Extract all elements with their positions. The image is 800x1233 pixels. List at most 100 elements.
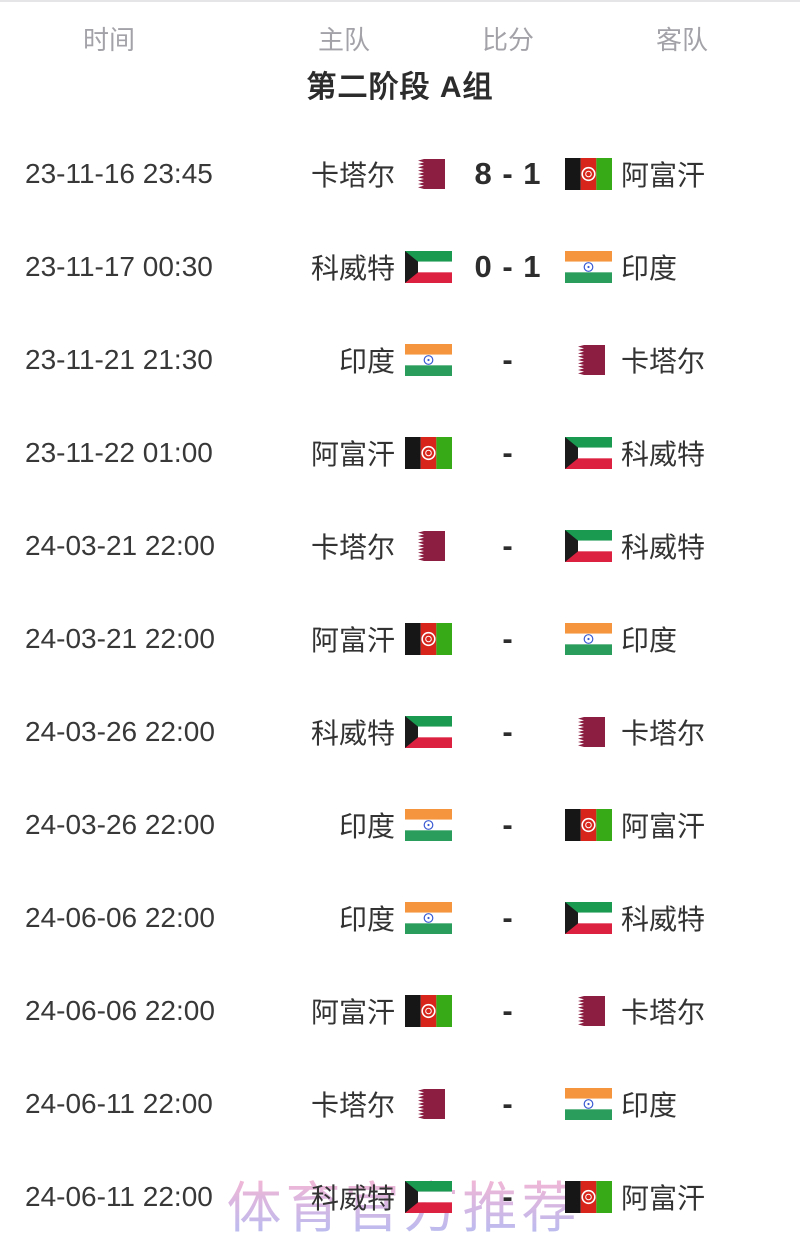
- home-team-cell: 阿富汗: [252, 991, 452, 1031]
- home-team-cell: 阿富汗: [252, 433, 452, 473]
- away-team-cell: 阿富汗: [564, 1177, 800, 1217]
- match-row[interactable]: 23-11-17 00:30 科威特 0 - 1 印度: [0, 220, 800, 313]
- top-divider: [0, 0, 800, 2]
- away-team-cell: 科威特: [564, 526, 800, 566]
- match-row[interactable]: 23-11-16 23:45 卡塔尔 8 - 1 阿富汗: [0, 127, 800, 220]
- match-time: 23-11-17 00:30: [25, 250, 213, 282]
- home-team-name: 阿富汗: [310, 438, 395, 470]
- afghanistan-flag-icon: [564, 1180, 612, 1213]
- qatar-flag-icon: [404, 158, 452, 189]
- away-team-cell: 卡塔尔: [564, 340, 800, 380]
- match-time: 24-03-21 22:00: [25, 529, 215, 561]
- away-team-name: 阿富汗: [621, 1182, 706, 1214]
- away-team-name: 印度: [621, 624, 678, 656]
- away-team-name: 科威特: [621, 438, 706, 470]
- match-row[interactable]: 24-03-26 22:00 印度 - 阿富汗: [0, 778, 800, 871]
- home-team-cell: 卡塔尔: [252, 154, 452, 194]
- column-header-score: 比分: [481, 24, 534, 55]
- afghanistan-flag-icon: [564, 808, 612, 841]
- match-score: -: [502, 713, 514, 749]
- home-team-name: 阿富汗: [310, 996, 395, 1028]
- away-team-cell: 卡塔尔: [564, 991, 800, 1031]
- match-time: 24-06-06 22:00: [25, 901, 215, 933]
- home-team-cell: 印度: [252, 898, 452, 938]
- away-team-name: 卡塔尔: [621, 717, 706, 749]
- column-header-away: 客队: [655, 24, 708, 55]
- match-row[interactable]: 24-03-26 22:00 科威特 - 卡塔尔: [0, 685, 800, 778]
- away-team-name: 卡塔尔: [621, 345, 706, 377]
- match-row[interactable]: 24-03-21 22:00 卡塔尔 - 科威特: [0, 499, 800, 592]
- match-score: -: [502, 527, 514, 563]
- india-flag-icon: [404, 901, 452, 934]
- match-score: -: [502, 620, 514, 656]
- away-team-name: 卡塔尔: [621, 996, 706, 1028]
- kuwait-flag-icon: [564, 529, 612, 562]
- match-time: 23-11-16 23:45: [25, 157, 213, 189]
- afghanistan-flag-icon: [404, 994, 452, 1027]
- match-row[interactable]: 24-06-11 22:00 卡塔尔 - 印度: [0, 1057, 800, 1150]
- away-team-cell: 阿富汗: [564, 154, 800, 194]
- match-score: 8 - 1: [474, 155, 542, 191]
- kuwait-flag-icon: [564, 901, 612, 934]
- match-score: -: [502, 899, 514, 935]
- away-team-name: 科威特: [621, 531, 706, 563]
- kuwait-flag-icon: [404, 250, 452, 283]
- qatar-flag-icon: [404, 530, 452, 561]
- column-header-home: 主队: [317, 24, 370, 55]
- match-row[interactable]: 23-11-22 01:00 阿富汗 - 科威特: [0, 406, 800, 499]
- group-stage-title: 第二阶段 A组: [306, 71, 494, 104]
- india-flag-icon: [404, 343, 452, 376]
- home-team-cell: 印度: [252, 340, 452, 380]
- home-team-cell: 科威特: [252, 712, 452, 752]
- kuwait-flag-icon: [404, 715, 452, 748]
- home-team-name: 印度: [338, 903, 395, 935]
- home-team-name: 卡塔尔: [310, 159, 395, 191]
- table-header: 时间 主队 比分 客队: [0, 14, 800, 62]
- match-time: 24-06-11 22:00: [25, 1087, 213, 1119]
- india-flag-icon: [404, 808, 452, 841]
- match-score: -: [502, 341, 514, 377]
- home-team-cell: 卡塔尔: [252, 526, 452, 566]
- india-flag-icon: [564, 622, 612, 655]
- india-flag-icon: [564, 1087, 612, 1120]
- match-time: 24-06-06 22:00: [25, 994, 215, 1026]
- match-time: 24-03-26 22:00: [25, 715, 215, 747]
- home-team-name: 印度: [338, 345, 395, 377]
- match-score: -: [502, 1085, 514, 1121]
- kuwait-flag-icon: [564, 436, 612, 469]
- match-row[interactable]: 24-06-06 22:00 印度 - 科威特: [0, 871, 800, 964]
- match-time: 23-11-22 01:00: [25, 436, 213, 468]
- away-team-cell: 阿富汗: [564, 805, 800, 845]
- home-team-name: 阿富汗: [310, 624, 395, 656]
- match-row[interactable]: 24-06-06 22:00 阿富汗 - 卡塔尔: [0, 964, 800, 1057]
- home-team-cell: 科威特: [252, 1177, 452, 1217]
- home-team-name: 印度: [338, 810, 395, 842]
- away-team-cell: 印度: [564, 619, 800, 659]
- india-flag-icon: [564, 250, 612, 283]
- match-list: 23-11-16 23:45 卡塔尔 8 - 1 阿富汗 23-11-17 00…: [0, 127, 800, 1233]
- home-team-name: 科威特: [310, 1182, 395, 1214]
- home-team-cell: 科威特: [252, 247, 452, 287]
- qatar-flag-icon: [564, 995, 612, 1026]
- home-team-cell: 阿富汗: [252, 619, 452, 659]
- match-row[interactable]: 24-06-11 22:00 科威特 - 阿富汗: [0, 1150, 800, 1233]
- qatar-flag-icon: [564, 716, 612, 747]
- match-time: 24-03-26 22:00: [25, 808, 215, 840]
- afghanistan-flag-icon: [564, 157, 612, 190]
- afghanistan-flag-icon: [404, 436, 452, 469]
- away-team-name: 印度: [621, 1089, 678, 1121]
- away-team-cell: 印度: [564, 247, 800, 287]
- match-row[interactable]: 23-11-21 21:30 印度 - 卡塔尔: [0, 313, 800, 406]
- away-team-cell: 科威特: [564, 433, 800, 473]
- match-row[interactable]: 24-03-21 22:00 阿富汗 - 印度: [0, 592, 800, 685]
- match-score: -: [502, 806, 514, 842]
- match-time: 24-06-11 22:00: [25, 1180, 213, 1212]
- away-team-name: 印度: [621, 252, 678, 284]
- home-team-name: 科威特: [310, 717, 395, 749]
- home-team-cell: 卡塔尔: [252, 1084, 452, 1124]
- home-team-name: 科威特: [310, 252, 395, 284]
- match-score: 0 - 1: [474, 248, 542, 284]
- watermark-text: 体育官方推荐: [227, 1163, 581, 1233]
- kuwait-flag-icon: [404, 1180, 452, 1213]
